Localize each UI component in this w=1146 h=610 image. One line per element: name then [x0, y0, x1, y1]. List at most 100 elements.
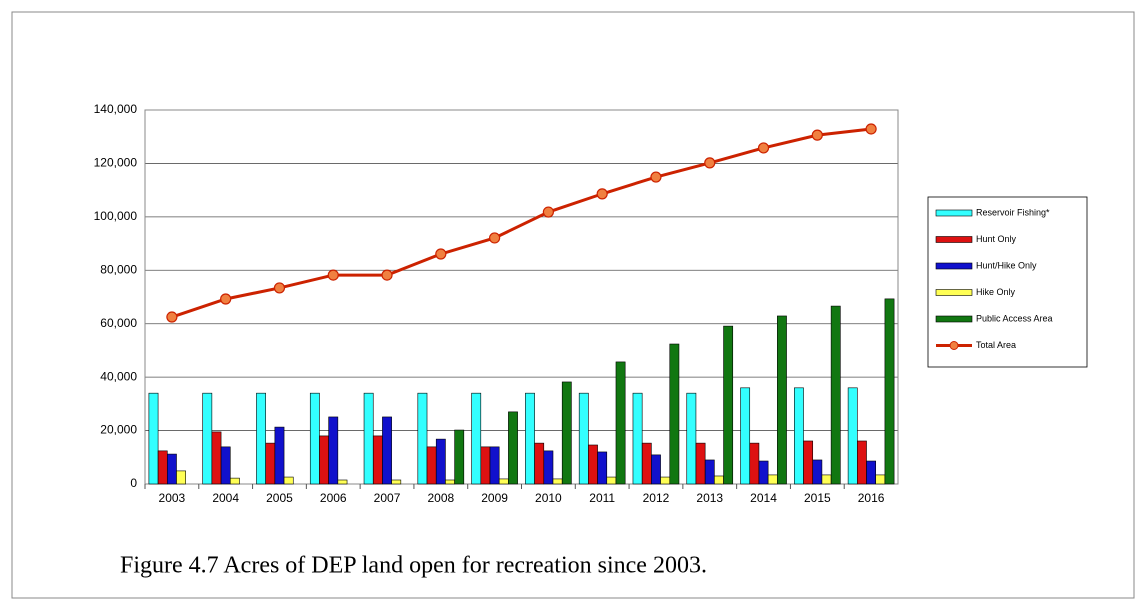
y-tick-label: 60,000 — [100, 316, 137, 330]
x-tick-label: 2015 — [804, 491, 831, 505]
bar — [166, 453, 177, 485]
bar — [794, 387, 804, 485]
caption: Figure 4.7 Acres of DEP land open for re… — [120, 553, 707, 579]
bar — [606, 476, 617, 485]
y-tick-label: 140,000 — [94, 102, 138, 116]
point — [811, 129, 823, 141]
bar — [471, 392, 482, 485]
legend-swatch — [935, 315, 973, 323]
bar — [875, 474, 886, 485]
bar — [767, 474, 778, 485]
bar — [176, 470, 186, 485]
legend-swatch — [935, 209, 973, 217]
point — [650, 171, 662, 183]
y-tick-label: 0 — [130, 476, 137, 490]
bar — [265, 442, 276, 485]
frame — [11, 11, 1135, 599]
x-tick-label: 2008 — [427, 491, 454, 505]
bar — [561, 381, 572, 485]
bar — [372, 435, 383, 485]
bar — [274, 426, 285, 485]
bar — [660, 476, 671, 485]
bar — [723, 325, 734, 485]
y-tick-label: 20,000 — [100, 423, 137, 437]
point — [273, 282, 286, 294]
bar — [283, 476, 294, 485]
point — [542, 206, 554, 218]
bar — [480, 446, 491, 485]
bar — [803, 440, 814, 485]
bar — [615, 361, 626, 485]
x-tick-label: 2013 — [696, 491, 723, 505]
bar — [229, 477, 240, 485]
bar — [578, 392, 589, 485]
x-tick-label: 2014 — [750, 491, 777, 505]
point — [220, 293, 232, 305]
bar — [597, 451, 608, 485]
legend-swatch — [949, 341, 959, 350]
bar — [363, 392, 374, 485]
bar — [534, 442, 545, 485]
bar — [148, 392, 159, 485]
legend-label: Total Area — [976, 340, 1016, 350]
bar — [256, 392, 266, 485]
x-tick-label: 2005 — [266, 491, 293, 505]
x-tick-label: 2006 — [320, 491, 347, 505]
legend-swatch — [935, 262, 973, 270]
bar — [632, 392, 643, 485]
bar — [552, 478, 563, 485]
line — [171, 127, 872, 319]
bar — [884, 298, 895, 485]
y-tick-label: 120,000 — [94, 156, 138, 170]
bar — [445, 479, 455, 485]
bar — [508, 411, 518, 485]
bar — [758, 460, 769, 485]
bar — [328, 416, 339, 485]
bar — [202, 392, 213, 485]
bar — [309, 392, 320, 485]
bar — [382, 416, 392, 485]
bar — [812, 459, 823, 485]
point — [596, 188, 608, 200]
bar — [489, 446, 500, 485]
point — [435, 248, 447, 260]
y-tick-label: 40,000 — [100, 369, 137, 383]
bar — [391, 479, 402, 485]
y-tick-label: 80,000 — [100, 262, 137, 276]
point — [865, 123, 877, 135]
x-tick-label: 2009 — [481, 491, 508, 505]
x-tick-label: 2004 — [212, 491, 239, 505]
bar — [866, 460, 877, 485]
bar — [830, 305, 841, 485]
legend-box — [927, 196, 1088, 368]
point — [166, 311, 178, 323]
x-tick-label: 2012 — [643, 491, 670, 505]
bar — [641, 442, 652, 485]
bar — [704, 459, 715, 485]
bar — [157, 450, 168, 485]
x-tick-label: 2007 — [374, 491, 401, 505]
bar — [417, 392, 428, 485]
bar — [588, 444, 598, 485]
legend-label: Reservoir Fishing* — [976, 207, 1050, 217]
x-tick-label: 2011 — [589, 491, 615, 505]
legend-label: Hike Only — [976, 287, 1016, 297]
bar — [695, 442, 706, 485]
bar — [498, 478, 509, 485]
bar — [669, 343, 680, 485]
legend-swatch — [935, 236, 973, 243]
bar — [211, 431, 222, 485]
bar — [857, 440, 867, 485]
x-tick-label: 2003 — [159, 491, 186, 505]
legend-label: Hunt Only — [976, 234, 1017, 244]
bar — [525, 392, 535, 485]
bar — [543, 450, 554, 485]
x-tick-label: 2016 — [858, 491, 885, 505]
bar — [714, 475, 724, 485]
bar — [749, 442, 760, 485]
point — [489, 232, 501, 244]
point — [381, 269, 393, 281]
legend-label: Public Access Area — [976, 313, 1053, 323]
bar — [220, 446, 231, 485]
bar — [319, 435, 329, 485]
